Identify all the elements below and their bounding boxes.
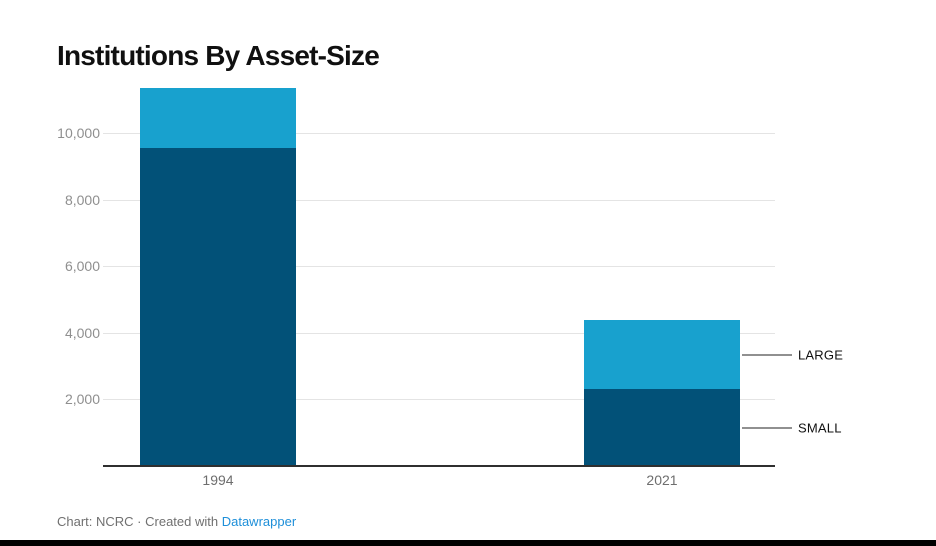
series-label-large: LARGE: [798, 347, 844, 363]
y-tick-label-2000: 2,000: [64, 391, 100, 408]
series-label-small: SMALL: [798, 420, 842, 436]
y-tick-label-8000: 8,000: [64, 191, 100, 208]
chart-title: Institutions By Asset-Size: [57, 40, 380, 71]
bottom-border: [0, 540, 936, 546]
x-axis-line: [103, 465, 775, 467]
bar-segment-small-2021[interactable]: [584, 389, 740, 466]
annotation-connector-small: [742, 426, 792, 429]
annotation-connector-large: [742, 353, 792, 356]
x-tick-label-2021: 2021: [646, 472, 678, 488]
datawrapper-link[interactable]: Datawrapper: [221, 514, 297, 529]
footer-source-text: Chart: NCRC · Created with: [57, 514, 222, 529]
y-tick-label-6000: 6,000: [64, 258, 100, 275]
bar-segment-small-1994[interactable]: [140, 148, 296, 466]
y-tick-label-4000: 4,000: [64, 324, 100, 341]
gridline-8000: [103, 199, 775, 201]
bar-segment-large-2021[interactable]: [584, 319, 740, 390]
footer: Chart: NCRC · Created with Datawrapper: [57, 514, 296, 529]
gridline-2000: [103, 399, 775, 401]
gridline-10000: [103, 133, 775, 135]
y-tick-label-10000: 10,000: [57, 125, 100, 142]
bar-segment-large-1994[interactable]: [140, 88, 296, 149]
gridline-4000: [103, 332, 775, 334]
x-tick-label-1994: 1994: [202, 472, 234, 488]
gridline-6000: [103, 266, 775, 268]
